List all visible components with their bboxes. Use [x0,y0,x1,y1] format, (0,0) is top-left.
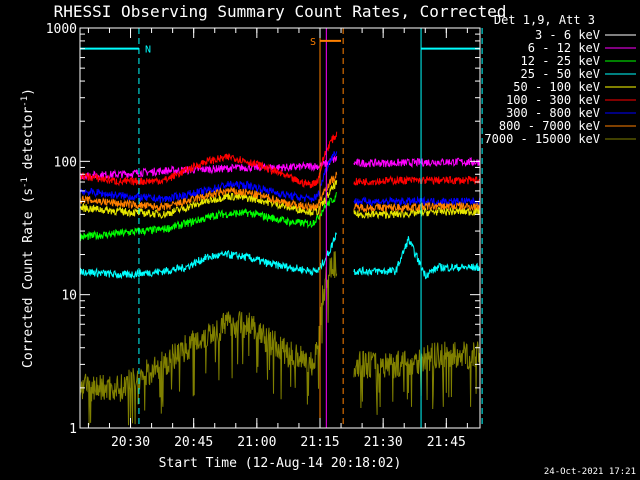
legend-label: 25 - 50 keV [521,67,600,81]
series-6 [79,131,481,189]
y-tick-label: 100 [54,155,77,170]
axes-layer: 1 10 100 1000 20:30 20:45 21:00 21:15 21:30 21:45 [46,22,480,450]
y-tick-label: 1 [69,422,77,437]
series-line [79,171,481,213]
series-line [79,180,481,220]
legend-item: 6 - 12 keV [528,41,636,55]
legend-item: 800 - 7000 keV [499,119,636,133]
chart-title: RHESSI Observing Summary Count Rates, Co… [54,2,507,21]
x-tick-label: 20:30 [111,435,150,450]
legend-item: 3 - 6 keV [535,28,636,42]
marker-label-s: S [310,37,316,48]
x-tick-label: 21:15 [300,435,339,450]
legend-label: 800 - 7000 keV [499,119,600,133]
series-line [79,192,338,242]
series-4 [79,232,481,280]
x-tick-label: 20:45 [174,435,213,450]
series-line [79,251,481,426]
x-tick-label: 21:30 [364,435,403,450]
y-axis-label-main: Corrected Count Rate (s [21,188,36,368]
footer-date: 24-Oct-2021 17:21 [544,467,636,477]
legend-item: 300 - 800 keV [506,106,636,120]
series-line [79,232,481,280]
y-axis-label: Corrected Count Rate (s-1 detector-1) [20,88,36,368]
series-line [79,131,481,189]
x-axis-label: Start Time (12-Aug-14 20:18:02) [159,456,402,471]
legend-label: 300 - 800 keV [506,106,600,120]
y-tick-label: 1000 [46,22,77,37]
plot-frame [79,27,481,429]
marker-label-n: N [145,45,151,56]
legend-label: 100 - 300 keV [506,93,600,107]
legend-label: 50 - 100 keV [513,80,600,94]
legend-label: 3 - 6 keV [535,28,600,42]
legend-item: 12 - 25 keV [521,54,636,68]
y-axis-label-sup2: -1 [20,96,30,107]
series-3 [79,192,338,242]
plot-data-layer: NS [79,28,483,428]
legend-label: 12 - 25 keV [521,54,600,68]
legend-item: 100 - 300 keV [506,93,636,107]
series-line [79,217,481,249]
series-2 [79,155,481,181]
series-1 [79,217,481,249]
x-tick-label: 21:45 [427,435,466,450]
legend-item: 7000 - 15000 keV [484,132,636,146]
legend-header: Det 1,9, Att 3 [494,13,595,27]
y-axis-label-end: ) [21,88,36,96]
y-tick-label: 10 [61,289,77,304]
series-line [79,155,481,181]
series-9 [79,251,481,426]
legend-item: 25 - 50 keV [521,67,636,81]
legend-label: 7000 - 15000 keV [484,132,600,146]
series-8 [79,171,481,213]
legend-item: 50 - 100 keV [513,80,636,94]
x-tick-label: 21:00 [237,435,276,450]
y-axis-label-mid: detector [21,107,36,178]
series-5 [79,180,481,220]
legend-label: 6 - 12 keV [528,41,600,55]
y-axis-label-sup1: -1 [20,177,30,188]
